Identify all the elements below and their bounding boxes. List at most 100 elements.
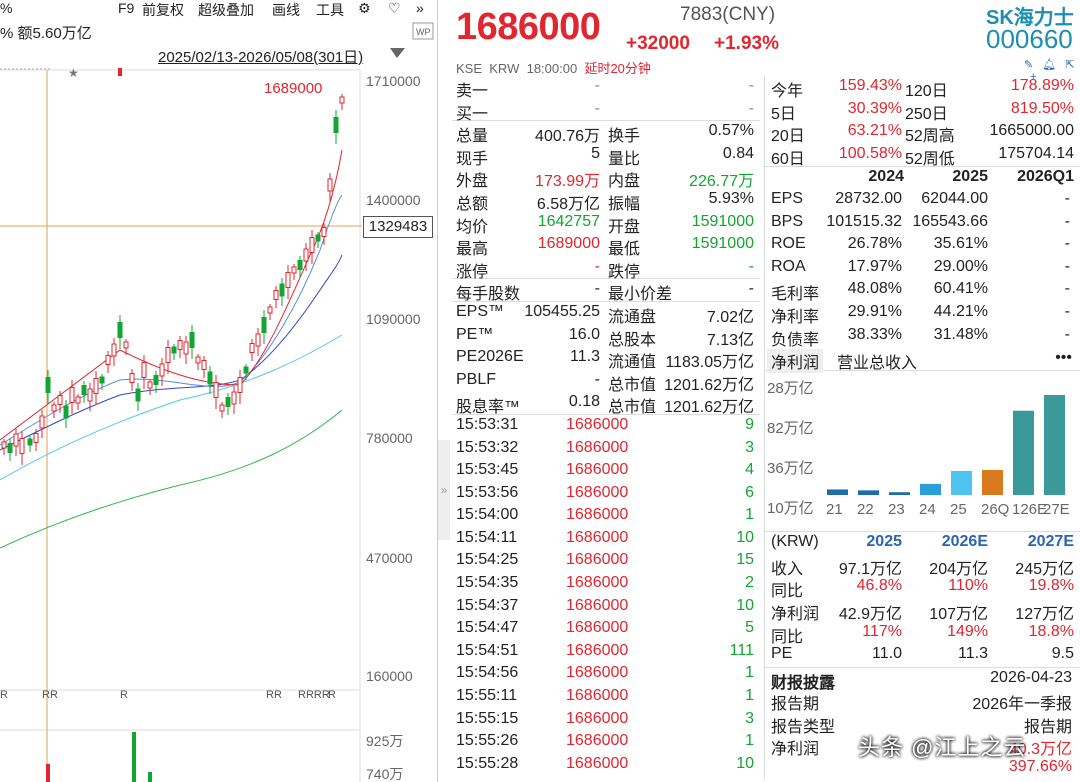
chevron-down-icon [390, 48, 405, 58]
report-label: 报告类型 [771, 718, 836, 736]
x-tick-label: 26Q [981, 501, 1010, 519]
tick-volume: 9 [745, 415, 754, 433]
adjust-button[interactable]: 前复权 [142, 2, 184, 18]
tick-price: 1686000 [566, 619, 629, 637]
expand-icon[interactable]: » [416, 0, 424, 16]
exchange: KSE [456, 61, 483, 76]
growth-label2: 120日 [905, 83, 948, 100]
tick-price: 1686000 [566, 483, 629, 501]
quote-value2: 226.77万 [689, 173, 754, 191]
bar-126E[interactable] [1013, 410, 1034, 496]
r-marker: R [0, 689, 8, 701]
est-value: 107万亿 [929, 605, 988, 623]
more-icon[interactable]: ••• [1055, 349, 1072, 367]
price-change: +32000 [626, 33, 690, 54]
stock-name: SK海力士 [986, 7, 1074, 29]
growth-label2: 52周高 [905, 128, 955, 146]
tick-time: 15:54:37 [456, 596, 519, 614]
quote-value2: 0.84 [722, 144, 754, 162]
growth-value: 159.43% [838, 77, 902, 94]
collapse-handle[interactable]: » [438, 440, 450, 540]
y-tick-label: 1090000 [366, 311, 421, 327]
quote-value2: - [748, 99, 754, 117]
bar-22[interactable] [858, 490, 879, 496]
tick-row: 15:54:47 1686000 5 [452, 618, 760, 641]
est-label: 净利润 [771, 605, 820, 623]
y-tick-label: 160000 [366, 668, 413, 684]
tab-revenue[interactable]: 营业总收入 [837, 355, 918, 373]
share-icon[interactable]: ⇱ [1065, 59, 1075, 71]
bell-icon[interactable]: 🔔︎ [1042, 59, 1057, 71]
est-value: 117% [862, 622, 902, 640]
quote-value2: 1201.62万亿 [664, 399, 754, 417]
overlay-button[interactable]: 超级叠加 [198, 2, 254, 18]
est-value: 46.8% [856, 577, 902, 595]
quote-value2: 7.13亿 [706, 331, 754, 349]
tick-time: 15:55:15 [456, 709, 519, 727]
tick-volume: 10 [736, 528, 754, 546]
tick-volume: 4 [745, 461, 754, 479]
bar-23[interactable] [889, 492, 910, 496]
f9-button[interactable]: F9 [118, 0, 135, 16]
edit-icon[interactable]: ✎ [1024, 59, 1034, 71]
plus-icon[interactable]: + [1030, 71, 1037, 83]
bar-24[interactable] [920, 484, 941, 496]
growth-value2: 1665000.00 [989, 122, 1074, 140]
fin-value: 48.08% [847, 280, 902, 298]
growth-label2: 52周低 [905, 150, 955, 168]
quote-row: PE™ 16.0 总股本 7.13亿 [452, 325, 760, 349]
kline-chart-panel[interactable]: % F9 前复权 超级叠加 画线 工具 ⚙ ♡ » % 额5.60万亿 2025… [0, 0, 438, 782]
y-tick-label: 36万亿 [767, 460, 814, 478]
fin-value: 26.78% [847, 235, 902, 253]
fin-value: 29.00% [933, 257, 988, 275]
quote-label: 股息率™ [456, 399, 521, 417]
growth-value2: 819.50% [1010, 99, 1074, 117]
bell-icon[interactable]: ♡ [388, 0, 401, 16]
svg-text:★: ★ [68, 66, 79, 80]
quote-label2: 开盘 [608, 218, 641, 236]
bar-21[interactable] [827, 489, 848, 496]
quote-row: 现手 5 量比 0.84 [452, 144, 760, 168]
quote-value: 105455.25 [524, 302, 600, 320]
fin-value: - [1064, 257, 1070, 275]
quote-value: 1642757 [537, 212, 600, 230]
draw-button[interactable]: 画线 [272, 2, 300, 18]
quote-value: 16.0 [568, 325, 600, 343]
est-year: 2027E [1027, 533, 1074, 551]
date-range[interactable]: 2025/02/13-2026/05/08(301日) [158, 49, 364, 66]
fin-value: 165543.66 [912, 212, 988, 230]
quote-label: PE™ [456, 325, 494, 343]
fin-label: ROA [771, 257, 806, 275]
tab-net-profit[interactable]: 净利润 [767, 349, 824, 374]
est-label: PE [771, 645, 793, 663]
tick-time: 15:53:32 [456, 438, 519, 456]
tick-time: 15:53:56 [456, 483, 519, 501]
fin-value: 17.97% [847, 257, 902, 275]
tick-volume: 3 [745, 438, 754, 456]
est-year: 2026E [941, 533, 988, 551]
quote-label: 买一 [456, 105, 489, 123]
report-value: 2026年一季报 [972, 696, 1072, 714]
tick-price: 1686000 [566, 438, 629, 456]
quote-label: 涨停 [456, 263, 489, 281]
quote-value: 400.76万 [535, 128, 600, 146]
gear-icon[interactable]: ⚙ [358, 0, 371, 16]
tick-volume: 2 [745, 574, 754, 592]
x-tick-label: 27E [1043, 501, 1070, 519]
tick-row: 15:53:45 1686000 4 [452, 460, 760, 483]
tick-volume: 1 [745, 506, 754, 524]
quote-label: 外盘 [456, 173, 489, 191]
tick-volume: 10 [736, 754, 754, 772]
amount-frag: % [0, 25, 18, 42]
bar-27E[interactable] [1044, 395, 1065, 496]
tick-row: 15:54:25 1686000 15 [452, 550, 760, 573]
tick-row: 15:54:35 1686000 2 [452, 573, 760, 596]
tools-button[interactable]: 工具 [316, 2, 344, 18]
tick-price: 1686000 [566, 754, 629, 772]
quote-value: - [594, 280, 600, 298]
tick-price: 1686000 [566, 551, 629, 569]
tick-row: 15:55:28 1686000 10 [452, 754, 760, 777]
est-year: 2025 [866, 533, 902, 551]
bar-25[interactable] [951, 471, 972, 496]
bar-26Q[interactable] [982, 470, 1003, 496]
